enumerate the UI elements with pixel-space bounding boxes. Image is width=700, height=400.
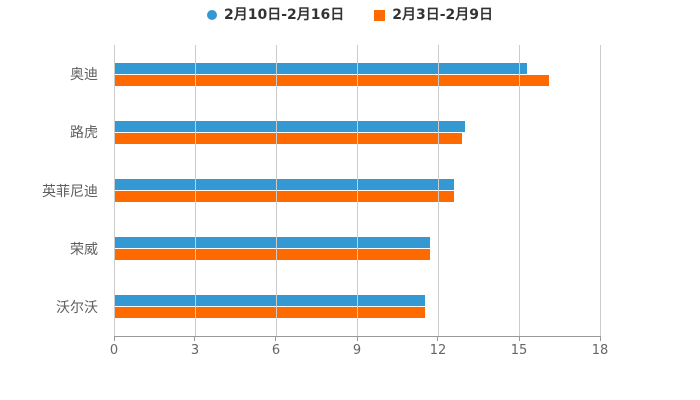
bar-series-1-category-4 [114,307,425,319]
plot-area [114,45,601,337]
square-legend-marker-icon [374,9,386,21]
bar-series-1-category-2 [114,191,455,202]
circle-legend-marker-icon [206,10,217,20]
category-label: 荣威 [70,241,98,258]
x-axis-tick-label: 3 [190,343,200,358]
legend-item-series-0[interactable]: 2月10日-2月16日 [206,7,345,23]
x-axis-tick-label: 0 [109,343,119,358]
x-axis-tick-label: 12 [429,343,447,358]
gridline [357,45,358,336]
x-axis-tick [113,336,115,341]
category-label: 奥迪 [70,67,98,84]
x-axis-tick-label: 15 [510,343,528,358]
category-label: 英菲尼迪 [42,183,98,200]
bar-series-0-category-3 [114,237,430,249]
bar-row [114,220,600,278]
x-axis-tick [437,336,439,341]
x-axis-tick [194,336,196,341]
y-axis-labels: 奥迪路虎英菲尼迪荣威沃尔沃 [0,45,106,336]
legend: 2月10日-2月16日 2月3日-2月9日 [0,8,700,22]
x-axis-tick-label: 6 [271,343,281,358]
gridline [114,45,115,336]
gridline [194,45,196,336]
bar-series-0-category-4 [114,295,425,307]
gridline [437,45,439,336]
bar-series-1-category-1 [114,132,463,144]
bar-series-0-category-1 [114,120,465,132]
bar-row [114,103,600,161]
legend-item-series-1[interactable]: 2月3日-2月9日 [374,8,493,22]
category-label: 沃尔沃 [56,299,98,316]
bar-row [114,45,600,103]
x-axis-tick-label: 9 [352,343,362,358]
category-label: 路虎 [70,125,98,142]
bar-series-1-category-3 [114,249,430,261]
gridline [519,45,520,336]
x-axis-tick-label: 18 [591,343,609,358]
bar-row [114,278,600,336]
bar-rows [114,45,600,336]
bar-series-0-category-0 [114,62,528,74]
x-axis-tick [275,336,277,341]
bar-series-1-category-0 [114,74,549,86]
x-axis-tick [518,336,520,341]
bar-row [114,161,600,219]
gridline [275,45,277,336]
x-axis-tick [356,336,358,341]
legend-label: 2月10日-2月16日 [223,7,345,23]
legend-label: 2月3日-2月9日 [392,7,494,23]
gridline [600,45,601,336]
bar-series-0-category-2 [114,179,455,190]
x-axis: 0 3 6 9 12 15 18 [110,336,608,368]
x-axis-tick [599,336,601,341]
